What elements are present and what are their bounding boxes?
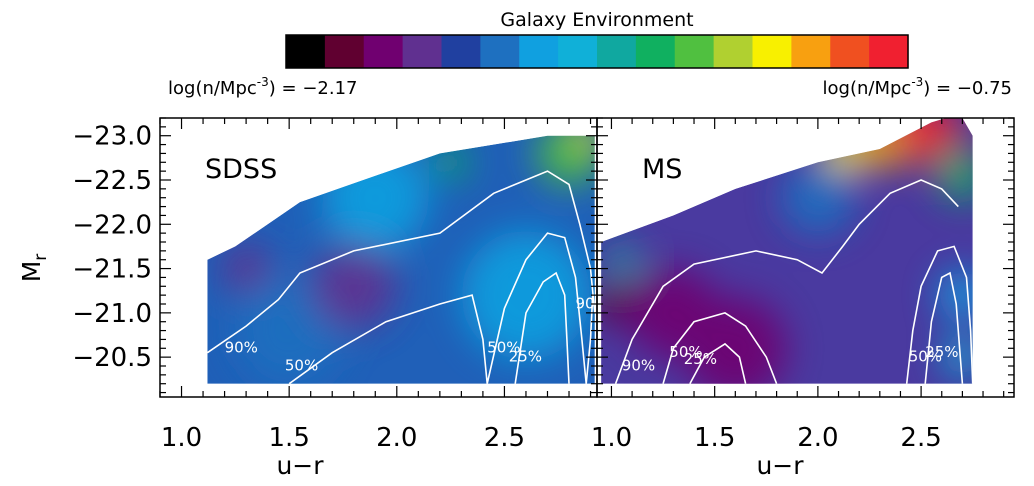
colorbar-cell (752, 35, 792, 68)
density-blob (577, 135, 595, 149)
y-tick-label: −22.0 (72, 210, 152, 240)
colorbar-cell (713, 35, 754, 68)
density-blob (941, 336, 973, 378)
colorbar-min-label: log(n/Mpc-3) = −2.17 (168, 75, 357, 99)
colorbar (286, 35, 909, 68)
colorbar-cell (674, 35, 715, 68)
contour-line (585, 295, 594, 384)
density-blob (220, 242, 272, 295)
colorbar-cell (286, 35, 326, 68)
y-axis-label: Mr (17, 254, 51, 283)
density-blob (321, 143, 430, 252)
x-tick-label: 2.5 (900, 423, 941, 453)
density-blob (601, 283, 637, 325)
panel-title-sdss: SDSS (205, 154, 277, 185)
panel-sdss: 90%50%50%25%90% SDSS (205, 135, 609, 385)
x-tick-label: 1.5 (269, 423, 310, 453)
x-axis-label-ms: u−r (756, 451, 804, 480)
density-blob (683, 296, 787, 384)
contour-label: 25% (684, 350, 717, 368)
colorbar-cell (869, 35, 909, 68)
density-blob (855, 119, 905, 170)
contour-label: 50% (669, 343, 702, 361)
colorbar-cell (558, 35, 598, 68)
colorbar-cell (635, 35, 676, 68)
colorbar-cell (402, 35, 443, 68)
contour-label: 25% (925, 343, 958, 361)
plot-frame-ms (596, 117, 1015, 398)
contour-line (288, 294, 488, 385)
contour-line (514, 271, 570, 384)
y-tick-label: −21.5 (72, 255, 152, 285)
contour-label: 50% (909, 348, 942, 366)
colorbar-title: Galaxy Environment (500, 9, 693, 31)
x-tick-label: 1.5 (694, 423, 735, 453)
colorbar-frame (285, 34, 909, 69)
contour-label: 90% (622, 356, 655, 374)
x-tick-label: 2.0 (797, 423, 838, 453)
contour-line (689, 342, 747, 385)
y-tick-label: −21.0 (72, 299, 152, 329)
colorbar-cell (830, 35, 870, 68)
x-tick-label: 2.5 (484, 423, 525, 453)
colorbar-cell (441, 35, 481, 68)
colorbar-cell (597, 35, 637, 68)
colorbar-cell (519, 35, 559, 68)
contour-label: 50% (285, 356, 318, 374)
density-blob (937, 150, 973, 201)
contour-line (486, 232, 587, 384)
x-tick-label: 2.0 (376, 423, 417, 453)
contour-line (905, 245, 974, 384)
colorbar-max-label: log(n/Mpc-3) = −0.75 (823, 75, 1012, 99)
contour-line (924, 271, 964, 384)
density-blob (433, 145, 468, 180)
density-blob (929, 118, 963, 139)
colorbar-cell (324, 35, 365, 68)
density-blob (780, 160, 856, 235)
contour-label: 90% (225, 339, 258, 357)
contour-line (206, 170, 596, 354)
y-tick-label: −22.5 (72, 166, 152, 196)
contour-line (614, 179, 959, 384)
density-blob (937, 270, 973, 320)
x-axis-label-sdss: u−r (276, 451, 324, 480)
density-blob (310, 243, 397, 330)
x-tick-label: 1.0 (591, 423, 632, 453)
y-tick-label: −20.5 (72, 343, 152, 373)
x-tick-label: 1.0 (161, 423, 202, 453)
contour-line (662, 312, 778, 384)
density-blob (888, 118, 955, 165)
contour-label: 50% (487, 339, 520, 357)
density-blob (605, 243, 639, 277)
y-tick-label: −23.0 (72, 122, 152, 152)
colorbar-cell (363, 35, 404, 68)
colorbar-cell (480, 35, 520, 68)
contour-label: 25% (509, 348, 542, 366)
panel-title-ms: MS (642, 154, 682, 185)
colorbar-cell (791, 35, 831, 68)
density-blob (461, 230, 591, 360)
panel-ms: 90%50%25% 50%25% MS (601, 118, 974, 385)
